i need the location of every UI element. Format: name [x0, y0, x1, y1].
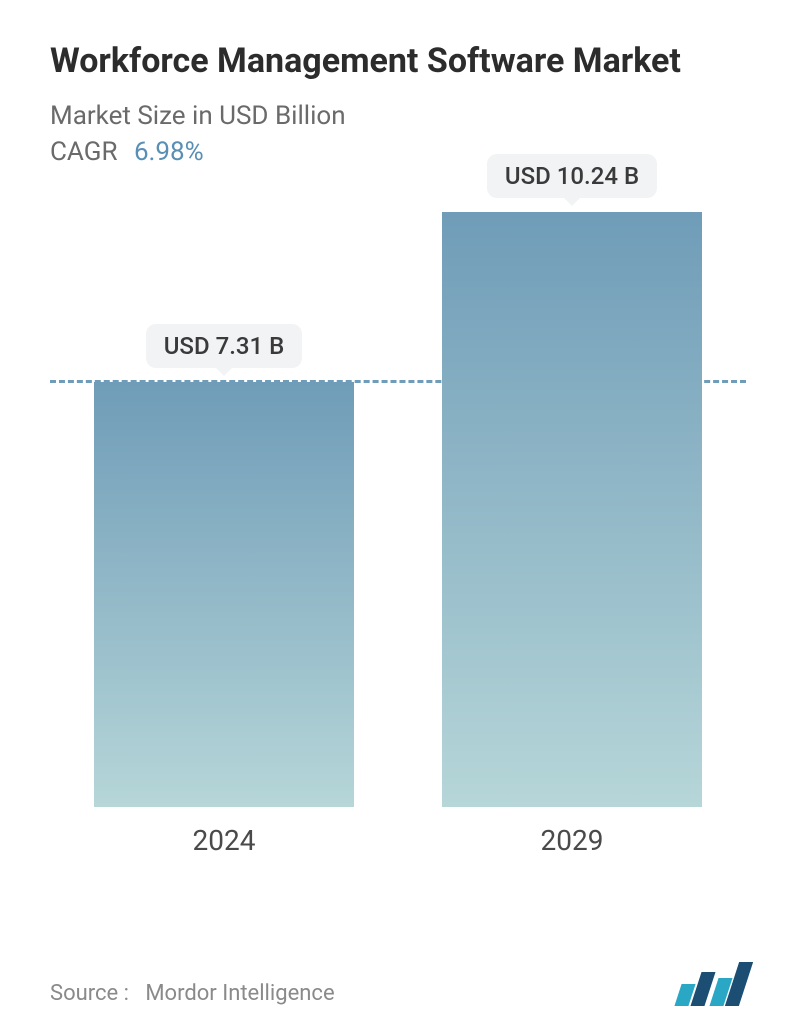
x-category-2024: 2024: [74, 824, 374, 857]
footer: Source : Mordor Intelligence: [50, 962, 746, 1006]
x-category-2029: 2029: [422, 824, 722, 857]
bar-2024: [94, 382, 354, 807]
chart-title: Workforce Management Software Market: [50, 40, 690, 83]
value-label-2024: USD 7.31 B: [146, 324, 303, 368]
bar-column-2029: USD 10.24 B: [422, 154, 722, 807]
cagr-value: 6.98%: [134, 137, 204, 167]
bar-column-2024: USD 7.31 B: [74, 324, 374, 807]
bar-2029: [442, 212, 702, 807]
cagr-label: CAGR: [50, 137, 117, 167]
chart-area: USD 7.31 B USD 10.24 B 2024 2029: [50, 197, 746, 857]
chart-subtitle: Market Size in USD Billion: [50, 101, 746, 131]
bars-container: USD 7.31 B USD 10.24 B: [50, 197, 746, 807]
source-value: Mordor Intelligence: [145, 981, 334, 1006]
source-label: Source :: [50, 981, 129, 1006]
value-label-2029: USD 10.24 B: [487, 154, 657, 198]
x-axis: 2024 2029: [50, 824, 746, 857]
source-text: Source : Mordor Intelligence: [50, 981, 335, 1006]
brand-logo-icon: [678, 962, 746, 1006]
